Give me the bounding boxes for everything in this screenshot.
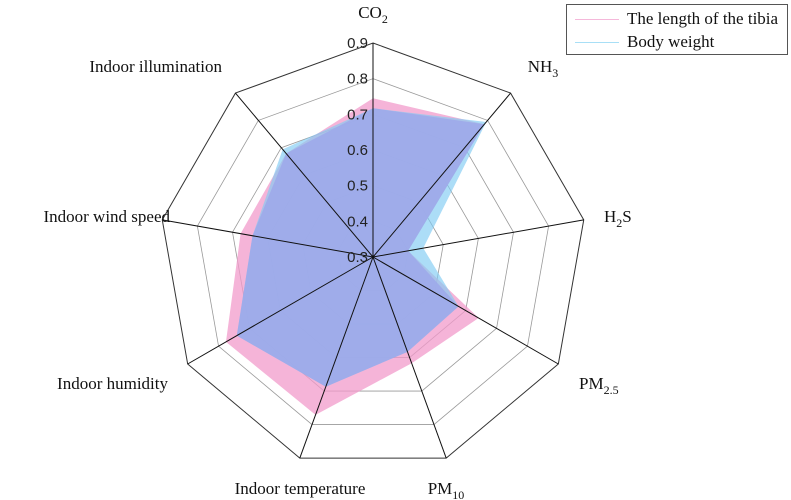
axis-label-indoor-temperature: Indoor temperature xyxy=(235,479,366,498)
axis-label-pm10: PM10 xyxy=(428,479,465,500)
axis-spoke xyxy=(235,92,374,258)
radar-series xyxy=(225,98,487,415)
legend-label-tibia: The length of the tibia xyxy=(627,9,779,28)
legend-item-tibia: The length of the tibia xyxy=(575,8,778,30)
axis-label-nh3: NH3 xyxy=(528,57,559,80)
radar-axes xyxy=(162,43,584,459)
tick-label: 0.6 xyxy=(347,142,368,159)
axis-spoke xyxy=(372,256,447,459)
tick-label: 0.4 xyxy=(347,213,368,230)
tick-label: 0.5 xyxy=(347,178,368,195)
axis-label-indoor-humidity: Indoor humidity xyxy=(57,374,168,393)
grid-ring xyxy=(232,113,514,392)
axis-label-h2s: H2S xyxy=(604,207,632,230)
legend: The length of the tibia Body weight xyxy=(566,4,788,55)
axis-spoke xyxy=(299,256,374,459)
axis-spoke xyxy=(372,219,584,258)
axis-spoke xyxy=(372,256,559,365)
tick-label: 0.8 xyxy=(347,71,368,88)
axis-spoke xyxy=(162,219,374,258)
axis-spoke xyxy=(372,92,511,258)
legend-item-body-weight: Body weight xyxy=(575,31,714,53)
grid-ring xyxy=(161,42,585,459)
legend-label-body-weight: Body weight xyxy=(627,32,715,51)
axis-label-co2: CO2 xyxy=(358,3,388,26)
grid-ring xyxy=(196,78,550,425)
legend-swatch-tibia xyxy=(575,18,619,20)
tick-label: 0.9 xyxy=(347,35,368,52)
series-overlap xyxy=(236,108,485,387)
radar-axis-labels: CO2 NH3 H2S PM2.5 PM10 Indoor temperature Indo… xyxy=(43,3,631,500)
tick-label: 0.3 xyxy=(347,249,368,266)
axis-spoke xyxy=(187,256,374,365)
axis-label-indoor-wind-speed: Indoor wind speed xyxy=(43,207,170,226)
legend-swatch-body-weight xyxy=(575,41,619,43)
tick-label: 0.7 xyxy=(347,106,368,123)
axis-label-pm2-5: PM2.5 xyxy=(579,374,619,397)
radar-tick-labels: 0.3 0.4 0.5 0.6 0.7 0.8 0.9 xyxy=(347,35,368,266)
axis-label-indoor-illumination: Indoor illumination xyxy=(89,57,222,76)
